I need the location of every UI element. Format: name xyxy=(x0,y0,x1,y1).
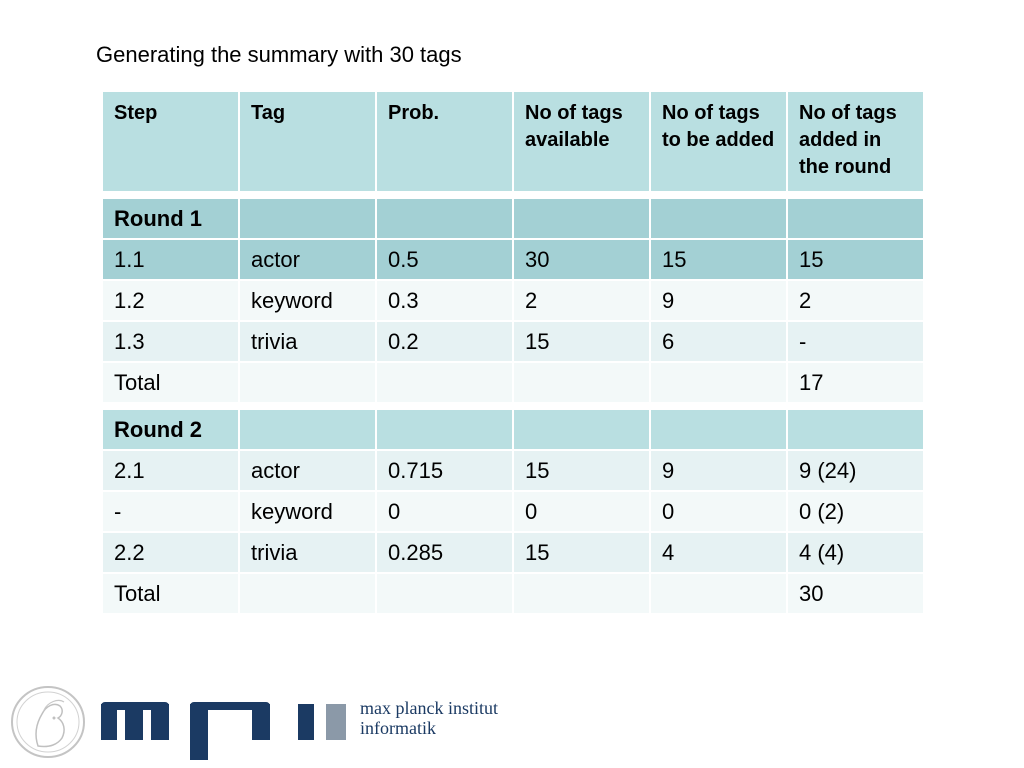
table-row: 1.1 actor 0.5 30 15 15 xyxy=(103,240,923,279)
cell-available: 2 xyxy=(514,281,649,320)
cell-prob: 0.3 xyxy=(377,281,512,320)
cell-prob: 0.715 xyxy=(377,451,512,490)
cell-to-be-added: 0 xyxy=(651,492,786,531)
total-row: Total 30 xyxy=(103,574,923,613)
cell-available: 30 xyxy=(514,240,649,279)
mpi-letter-m xyxy=(101,704,117,740)
total-label: Total xyxy=(103,574,238,613)
round-1-header: Round 1 xyxy=(103,199,923,238)
logo-line-2: informatik xyxy=(360,718,436,738)
cell-to-be-added: 9 xyxy=(651,451,786,490)
cell-added: 2 xyxy=(788,281,923,320)
header-prob: Prob. xyxy=(377,92,512,191)
cell-step: 2.2 xyxy=(103,533,238,572)
mpi-letter-p xyxy=(190,704,208,760)
cell-added: 15 xyxy=(788,240,923,279)
header-available: No of tags available xyxy=(514,92,649,191)
cell-to-be-added: 4 xyxy=(651,533,786,572)
header-to-be-added: No of tags to be added xyxy=(651,92,786,191)
total-label: Total xyxy=(103,363,238,402)
cell-step: 1.1 xyxy=(103,240,238,279)
cell-tag: trivia xyxy=(240,322,375,361)
mpi-logo: max planck institut informatik xyxy=(8,684,568,760)
table-row: 2.2 trivia 0.285 15 4 4 (4) xyxy=(103,533,923,572)
cell-available: 15 xyxy=(514,533,649,572)
header-step: Step xyxy=(103,92,238,191)
minerva-seal-icon xyxy=(11,686,85,758)
header-tag: Tag xyxy=(240,92,375,191)
mpi-grey-bar xyxy=(326,704,346,740)
cell-step: - xyxy=(103,492,238,531)
cell-added: 9 (24) xyxy=(788,451,923,490)
total-value: 17 xyxy=(788,363,923,402)
cell-tag: trivia xyxy=(240,533,375,572)
cell-step: 1.3 xyxy=(103,322,238,361)
cell-tag: actor xyxy=(240,451,375,490)
cell-tag: actor xyxy=(240,240,375,279)
summary-table: Step Tag Prob. No of tags available No o… xyxy=(101,90,925,615)
table-row: 1.2 keyword 0.3 2 9 2 xyxy=(103,281,923,320)
cell-added: - xyxy=(788,322,923,361)
cell-to-be-added: 15 xyxy=(651,240,786,279)
table-row: 1.3 trivia 0.2 15 6 - xyxy=(103,322,923,361)
cell-step: 1.2 xyxy=(103,281,238,320)
logo-line-1: max planck institut xyxy=(360,698,498,718)
cell-added: 0 (2) xyxy=(788,492,923,531)
cell-added: 4 (4) xyxy=(788,533,923,572)
slide-title: Generating the summary with 30 tags xyxy=(96,42,462,67)
cell-available: 15 xyxy=(514,451,649,490)
cell-tag: keyword xyxy=(240,492,375,531)
cell-prob: 0.2 xyxy=(377,322,512,361)
logo-text: max planck institut informatik xyxy=(360,698,498,738)
mpi-letter-i xyxy=(298,704,314,740)
cell-prob: 0.5 xyxy=(377,240,512,279)
cell-available: 0 xyxy=(514,492,649,531)
cell-to-be-added: 9 xyxy=(651,281,786,320)
round-label: Round 2 xyxy=(103,410,238,449)
round-2-header: Round 2 xyxy=(103,410,923,449)
table-row: 2.1 actor 0.715 15 9 9 (24) xyxy=(103,451,923,490)
cell-to-be-added: 6 xyxy=(651,322,786,361)
header-added-in-round: No of tags added in the round xyxy=(788,92,923,191)
header-row: Step Tag Prob. No of tags available No o… xyxy=(103,92,923,191)
cell-available: 15 xyxy=(514,322,649,361)
cell-tag: keyword xyxy=(240,281,375,320)
total-row: Total 17 xyxy=(103,363,923,402)
round-label: Round 1 xyxy=(103,199,238,238)
cell-step: 2.1 xyxy=(103,451,238,490)
cell-prob: 0.285 xyxy=(377,533,512,572)
cell-prob: 0 xyxy=(377,492,512,531)
table-row: - keyword 0 0 0 0 (2) xyxy=(103,492,923,531)
total-value: 30 xyxy=(788,574,923,613)
